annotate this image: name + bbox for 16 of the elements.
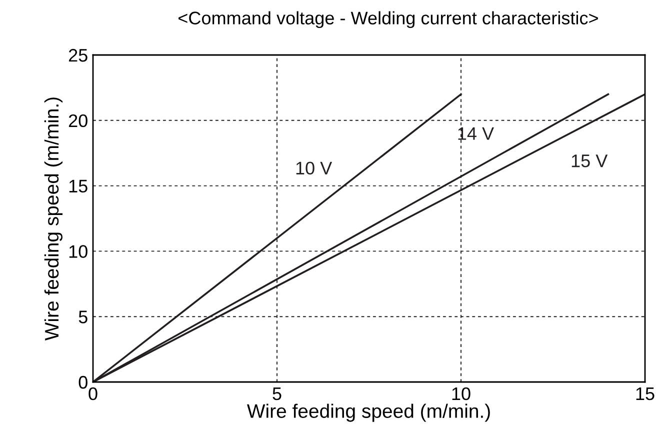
y-tick-label: 5 bbox=[78, 310, 88, 324]
y-tick-label: 10 bbox=[69, 245, 88, 258]
x-tick-label: 10 bbox=[452, 387, 470, 400]
y-tick-label: 25 bbox=[68, 48, 88, 62]
x-tick-label: 5 bbox=[272, 388, 282, 400]
chart-title: <Command voltage - Welding current characteristic> bbox=[178, 11, 598, 28]
y-tick-label: 20 bbox=[68, 114, 88, 128]
x-axis-title: Wire feeding speed (m/min.) bbox=[246, 404, 490, 422]
y-axis-title: Wire feeding speed (m/min.) bbox=[44, 98, 62, 341]
x-tick-label: 0 bbox=[88, 387, 98, 400]
x-tick-label: 15 bbox=[636, 388, 654, 400]
y-tick-label: 0 bbox=[78, 376, 88, 389]
series-label: 15 V bbox=[572, 154, 608, 168]
series-label: 14 V bbox=[458, 127, 494, 140]
series-label: 10 V bbox=[296, 162, 332, 175]
y-tick-label: 15 bbox=[69, 180, 88, 193]
